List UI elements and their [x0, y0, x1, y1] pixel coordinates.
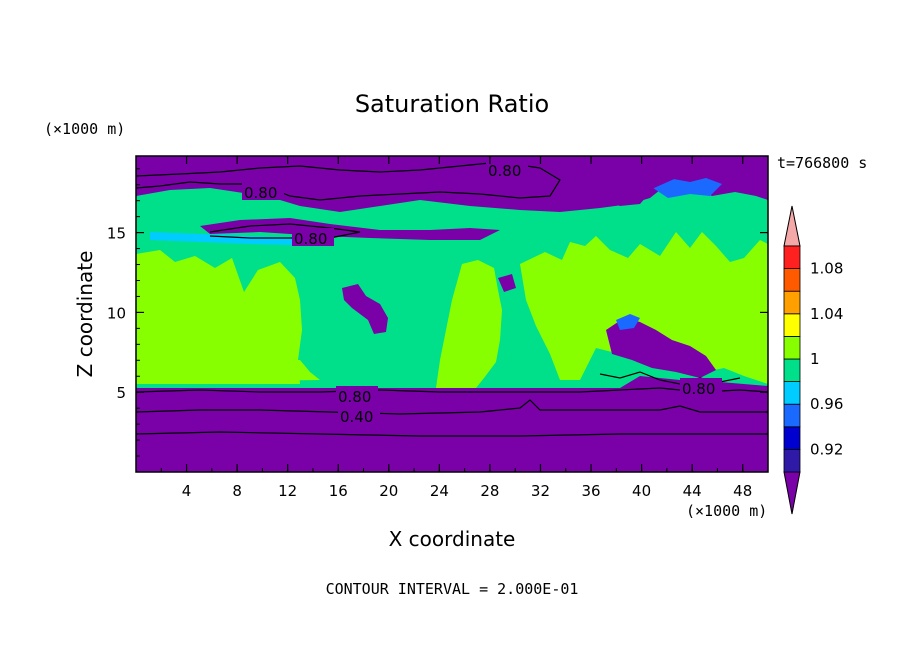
colorbar-band-3 [783, 381, 801, 405]
edge-blue-2 [650, 178, 722, 198]
cloud-region-center [436, 260, 502, 388]
colorbar-label-1: 1 [810, 350, 820, 368]
x-tick-label-24: 24 [430, 482, 449, 500]
contour-label-1: 0.80 [488, 162, 521, 180]
z-tick-label-15: 15 [107, 225, 126, 243]
contour-label-6: 0.40 [340, 408, 373, 426]
plot-frame [135, 155, 769, 473]
contour-interval-footer: CONTOUR INTERVAL = 2.000E-01 [326, 580, 579, 598]
dry-pocket-2 [606, 318, 716, 378]
contour-label-5: 0.80 [682, 380, 715, 398]
colorbar-band-4 [783, 358, 801, 383]
z-tick-label-5: 5 [116, 384, 126, 402]
dry-pocket-3 [498, 274, 516, 292]
plot-field: 0.80 0.80 0.80 0.80 0.80 0.40 [136, 156, 768, 472]
contour-lower-040 [136, 399, 768, 415]
edge-blue-1 [616, 314, 640, 330]
x-tick-label-32: 32 [531, 482, 550, 500]
colorbar-label-1.04: 1.04 [810, 305, 843, 323]
x-tick-label-48: 48 [733, 482, 752, 500]
colorbar-band-0 [783, 448, 801, 473]
x-tick-label-40: 40 [632, 482, 651, 500]
colorbar-band-9 [783, 245, 801, 270]
x-tick-label-28: 28 [480, 482, 499, 500]
x-tick-label-16: 16 [329, 482, 348, 500]
colorbar-band-1 [783, 426, 801, 450]
colorbar-band-6 [783, 313, 801, 337]
colorbar-band-2 [783, 403, 801, 428]
colorbar-band-8 [783, 268, 801, 292]
contour-mid-080 [209, 223, 361, 239]
contour-lower-2 [136, 431, 768, 437]
x-axis-title: X coordinate [389, 527, 516, 551]
contour-label-3: 0.80 [294, 230, 327, 248]
contour-label-2: 0.80 [244, 184, 277, 202]
chart-title: Saturation Ratio [355, 90, 549, 118]
x-unit-label: (×1000 m) [686, 502, 767, 520]
edge-blue-3 [150, 232, 330, 246]
z-unit-label: (×1000 m) [44, 120, 125, 138]
x-tick-label-36: 36 [581, 482, 600, 500]
x-tick-label-12: 12 [278, 482, 297, 500]
mid-dry-streak [200, 218, 500, 240]
colorbar-band-5 [783, 335, 801, 360]
cloud-region-left-low [136, 360, 320, 382]
z-tick-label-10: 10 [107, 304, 126, 322]
z-axis: 5 10 15 [107, 168, 768, 457]
x-tick-label-8: 8 [232, 482, 242, 500]
colorbar-label-0.92: 0.92 [810, 440, 843, 458]
x-tick-label-44: 44 [683, 482, 702, 500]
x-tick-label-4: 4 [182, 482, 192, 500]
colorbar-label-0.96: 0.96 [810, 395, 843, 413]
colorbar-band-7 [783, 290, 801, 315]
lower-dry-layer [136, 388, 768, 472]
x-tick-label-20: 20 [379, 482, 398, 500]
colorbar-label-1.08: 1.08 [810, 260, 843, 278]
colorbar-top-triangle [783, 205, 801, 247]
dry-pocket-1 [342, 284, 388, 334]
time-label: t=766800 s [777, 154, 867, 172]
contour-label-4: 0.80 [338, 388, 371, 406]
cloud-region-right [520, 232, 768, 384]
colorbar-bottom-triangle [783, 471, 801, 515]
contour-labels: 0.80 0.80 0.80 0.80 0.80 0.40 [242, 160, 722, 426]
x-axis: 4 8 12 16 20 24 28 32 36 40 44 48 [160, 156, 752, 500]
colorbar: 0.92 0.96 1 1.04 1.08 [783, 205, 843, 515]
z-axis-title: Z coordinate [73, 251, 97, 378]
cloud-region-left [136, 250, 302, 384]
